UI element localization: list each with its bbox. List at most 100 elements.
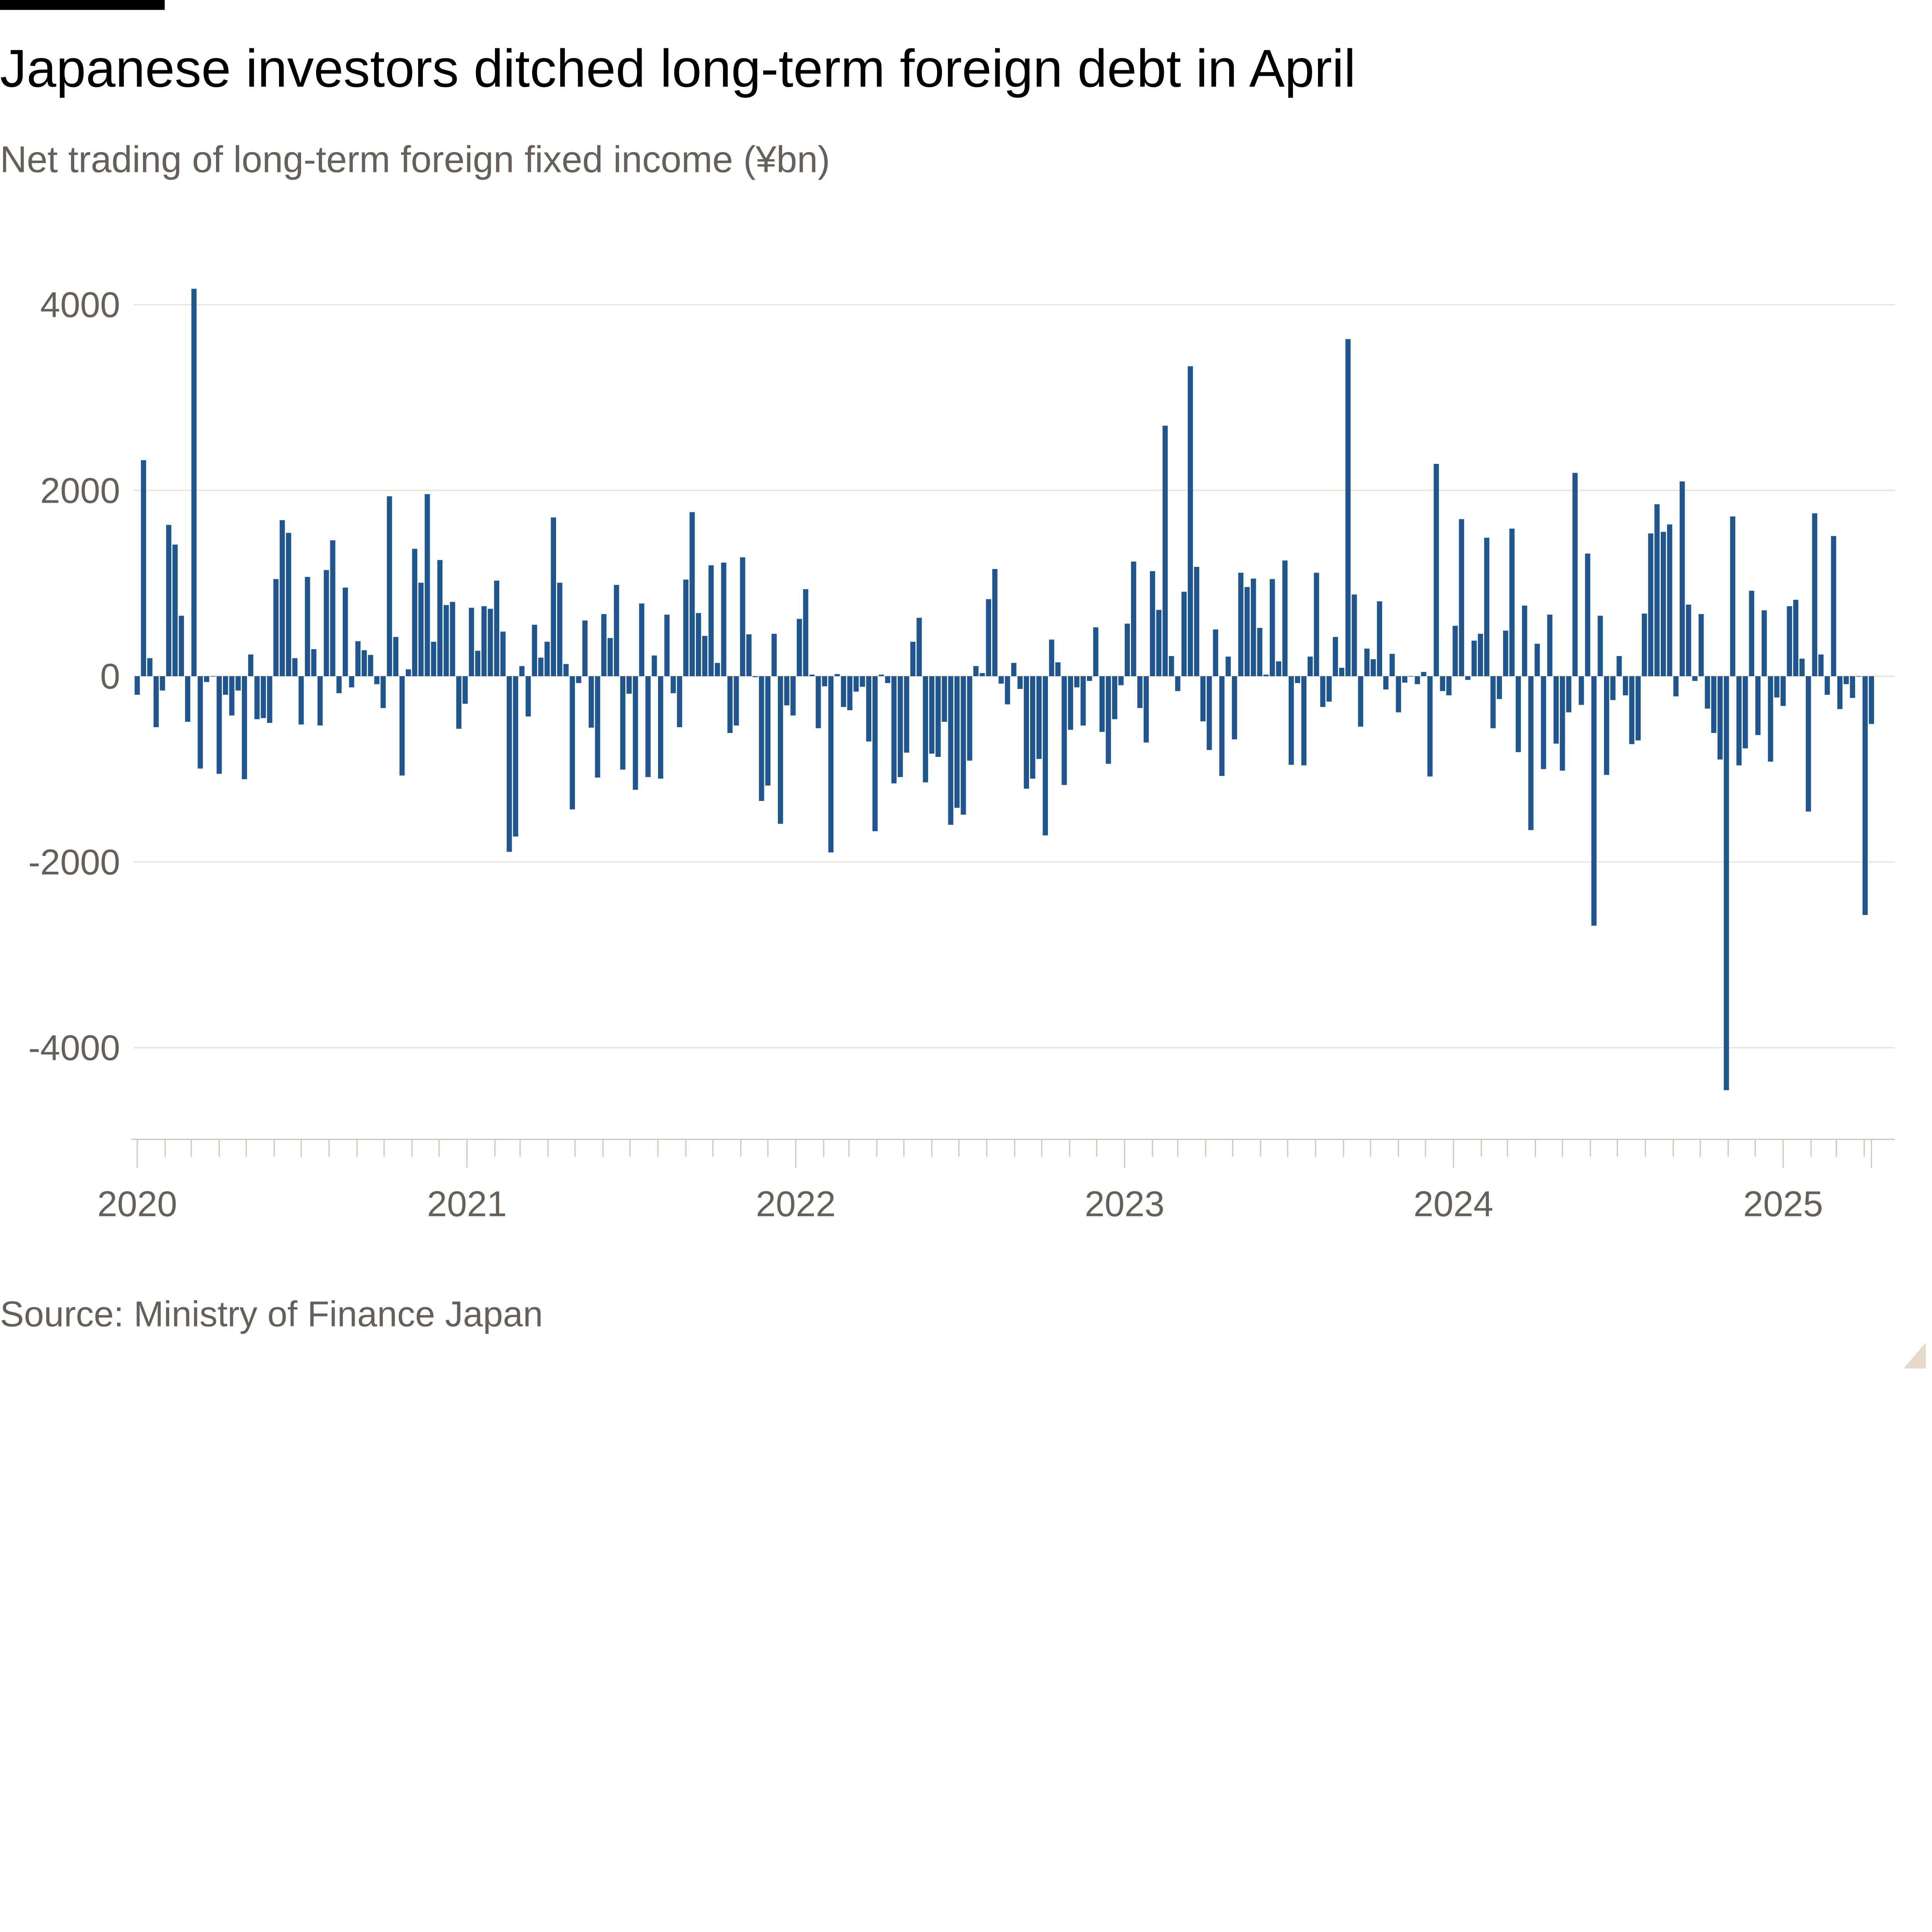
bar xyxy=(1812,513,1818,676)
chart: Japanese investors ditched long-term for… xyxy=(0,0,1926,1369)
bar xyxy=(1301,676,1307,765)
bar xyxy=(1377,601,1382,676)
bar xyxy=(1566,676,1571,713)
bar xyxy=(1219,676,1225,776)
bar xyxy=(1629,676,1634,744)
bar xyxy=(1320,676,1326,707)
bar xyxy=(1225,656,1231,676)
bar xyxy=(1585,553,1590,676)
bar xyxy=(822,676,827,687)
bar xyxy=(847,676,853,710)
bar xyxy=(216,676,222,774)
bar xyxy=(1352,594,1357,676)
bar xyxy=(324,570,329,676)
bar xyxy=(1415,676,1420,684)
bar xyxy=(1660,532,1666,676)
bar xyxy=(1099,676,1105,732)
bar xyxy=(765,676,770,786)
bar xyxy=(481,606,487,676)
bar xyxy=(1730,516,1735,676)
y-tick-label: -4000 xyxy=(28,1028,120,1068)
bar xyxy=(1869,676,1874,724)
bar xyxy=(614,585,619,676)
bar xyxy=(727,676,733,733)
bar xyxy=(570,676,575,810)
bar xyxy=(1168,656,1174,676)
bar xyxy=(1276,661,1281,676)
bar xyxy=(260,676,266,718)
bar xyxy=(1396,676,1401,713)
bar xyxy=(1030,676,1036,779)
bar xyxy=(816,676,821,728)
bar xyxy=(658,676,663,779)
bar xyxy=(437,560,443,676)
bar xyxy=(885,676,890,683)
bar xyxy=(1831,536,1837,676)
bar xyxy=(942,676,947,722)
bar xyxy=(803,589,808,676)
bar xyxy=(1087,676,1092,681)
bar xyxy=(1295,676,1300,683)
bar xyxy=(677,676,682,727)
bar xyxy=(1459,519,1464,676)
bar xyxy=(141,460,146,676)
bar xyxy=(702,636,707,676)
bar xyxy=(872,676,878,832)
bar xyxy=(1604,676,1609,775)
bar xyxy=(1017,676,1023,689)
bar xyxy=(746,634,752,676)
bar xyxy=(1206,676,1212,750)
bar xyxy=(1743,676,1748,748)
bar xyxy=(1717,676,1723,760)
bar xyxy=(973,666,979,676)
bar xyxy=(639,603,645,676)
corner-mark xyxy=(1903,1342,1926,1369)
bar xyxy=(1049,639,1054,676)
bar xyxy=(1427,676,1433,777)
bar xyxy=(1755,676,1761,735)
bar xyxy=(273,579,279,676)
bar xyxy=(929,676,935,754)
bar xyxy=(469,607,474,676)
bar xyxy=(1762,610,1767,676)
bar xyxy=(191,289,197,676)
bar xyxy=(790,676,796,716)
bar xyxy=(1799,658,1805,676)
bar xyxy=(513,676,519,837)
bar xyxy=(1774,676,1780,698)
bar xyxy=(1547,614,1553,676)
bar xyxy=(1150,571,1155,676)
bar xyxy=(242,676,247,779)
bar xyxy=(355,641,361,676)
bar xyxy=(1156,610,1162,676)
bar xyxy=(689,512,695,676)
bar xyxy=(967,676,973,761)
bar xyxy=(1648,533,1653,676)
bar xyxy=(544,641,550,676)
bar xyxy=(1667,524,1672,676)
bar xyxy=(1825,676,1830,695)
bar xyxy=(1137,676,1143,708)
bar xyxy=(1238,573,1243,676)
bar xyxy=(834,674,840,676)
bar xyxy=(1074,676,1080,687)
bar xyxy=(752,676,758,677)
bar xyxy=(1515,676,1521,752)
bar xyxy=(664,614,670,676)
bar xyxy=(1440,676,1446,691)
bar xyxy=(361,650,367,676)
bar xyxy=(935,676,941,757)
bar xyxy=(399,676,405,776)
bar xyxy=(166,525,172,676)
bar xyxy=(740,557,745,676)
bar xyxy=(368,655,373,676)
bar xyxy=(1610,676,1616,700)
bar xyxy=(267,676,272,723)
bar xyxy=(349,676,354,687)
bar xyxy=(1781,676,1786,706)
bar xyxy=(1143,676,1149,743)
bar xyxy=(1679,481,1685,676)
bar xyxy=(1200,676,1206,721)
bar xyxy=(1793,600,1799,676)
bar xyxy=(223,676,228,695)
